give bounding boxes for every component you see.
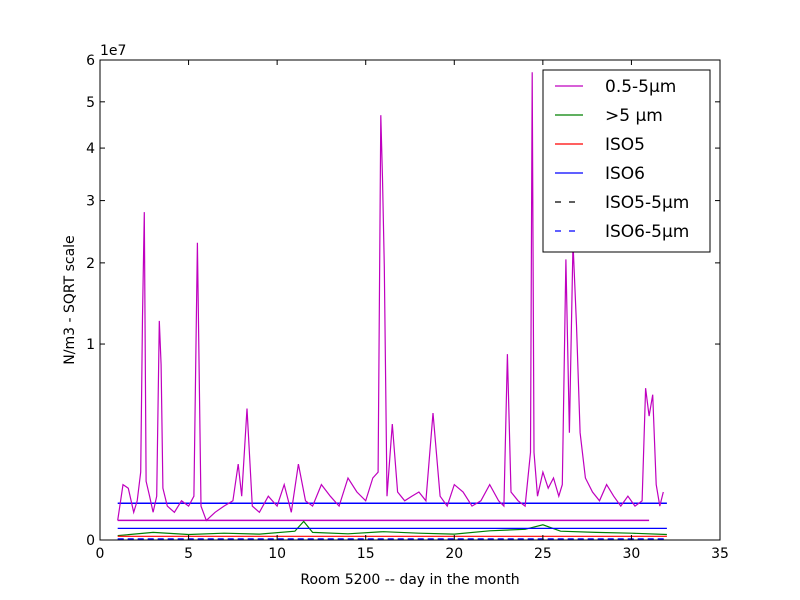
x-axis-label: Room 5200 -- day in the month [300, 572, 519, 588]
y-tick-label: 2 [86, 256, 95, 272]
series-line-0 [117, 72, 664, 522]
y-offset-label: 1e7 [100, 43, 126, 59]
x-tick-label: 20 [445, 546, 463, 562]
legend-label: ISO5 [605, 135, 645, 155]
y-axis-label: N/m3 - SQRT scale [62, 235, 78, 364]
legend-label: 0.5-5µm [605, 77, 676, 97]
legend: 0.5-5µm >5 µm ISO5 ISO6 ISO5-5µm ISO6-5µm [542, 69, 711, 253]
legend-label: ISO5-5µm [605, 193, 689, 213]
legend-label: ISO6 [605, 164, 645, 184]
y-tick-label: 1 [86, 337, 95, 353]
x-tick-label: 5 [184, 546, 193, 562]
y-tick-label: 3 [86, 194, 95, 210]
x-tick-label: 35 [711, 546, 729, 562]
y-tick-label: 4 [86, 141, 95, 157]
y-tick-label: 0 [86, 533, 95, 549]
series-line-1 [117, 520, 667, 537]
y-tick-label: 6 [86, 53, 95, 69]
plot-frame [99, 59, 721, 541]
x-tick-label: 15 [357, 546, 375, 562]
legend-box [542, 69, 711, 253]
ticks-layer: 0 5 10 15 20 25 30 35 0 1 2 3 4 5 6 [86, 53, 729, 562]
legend-label: >5 µm [605, 106, 663, 126]
y-tick-label: 5 [86, 95, 95, 111]
legend-label: ISO6-5µm [605, 222, 689, 242]
x-tick-label: 0 [96, 546, 105, 562]
x-tick-label: 30 [623, 546, 641, 562]
x-tick-label: 25 [534, 546, 552, 562]
x-tick-label: 10 [268, 546, 286, 562]
